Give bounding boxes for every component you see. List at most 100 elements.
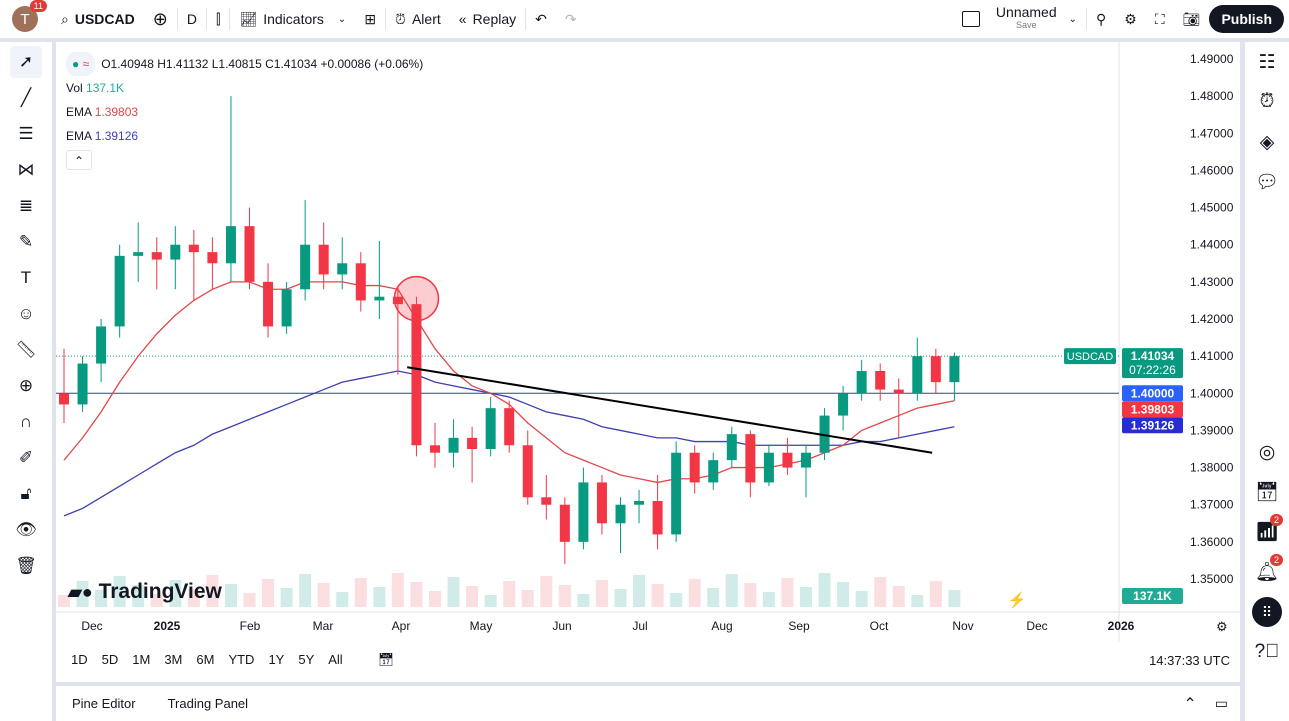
pattern-icon: ⋈	[17, 160, 35, 179]
undo-button[interactable]: ↶	[526, 0, 556, 38]
alarm-clock-icon: ⏰︎	[1259, 91, 1275, 112]
market-status[interactable]: ● ≈	[66, 52, 96, 76]
layers-button[interactable]: ◈	[1245, 122, 1289, 162]
measure-tool[interactable]: 📏︎	[10, 334, 42, 366]
interval-button[interactable]: D	[186, 11, 197, 27]
emoji-tool[interactable]: ☺	[10, 298, 42, 330]
candle-body	[801, 452, 811, 468]
candle-body	[504, 408, 515, 446]
volume-bar	[336, 592, 349, 607]
layout-button[interactable]: Unnamed Save ⌄	[953, 0, 1086, 38]
notification-badge: 11	[29, 0, 47, 12]
tab-pine-editor[interactable]: Pine Editor	[72, 696, 136, 711]
volume-bar	[762, 592, 775, 607]
tab-trading-panel[interactable]: Trading Panel	[167, 696, 249, 711]
y-tick-label: 1.40000	[1190, 386, 1234, 400]
help-button[interactable]: ?⃝	[1245, 632, 1289, 672]
brush-tool[interactable]: ✎	[10, 226, 42, 258]
pattern-tool[interactable]: ⋈	[10, 154, 42, 186]
snapshot-button[interactable]: 📷︎	[1174, 0, 1210, 38]
y-tick-label: 1.47000	[1190, 126, 1234, 140]
remove-tool[interactable]: 🗑︎	[10, 550, 42, 582]
countdown-label: 07:22:26	[1129, 363, 1176, 377]
horizontal-line-tool[interactable]: ☰	[10, 118, 42, 150]
list-icon: ☷	[1258, 51, 1276, 73]
collapse-legend-button[interactable]: ⌃	[66, 150, 92, 170]
indicators-button[interactable]: 📈︎ Indicators ⌄	[239, 10, 347, 28]
volume-bar	[948, 590, 961, 607]
calendar-icon: 📅︎	[1254, 482, 1280, 503]
cursor-icon: ➚	[18, 52, 34, 71]
templates-button[interactable]: ⊞	[355, 0, 385, 38]
symbol-search-button[interactable]: ⌕ USDCAD	[61, 10, 135, 28]
y-tick-label: 1.39000	[1190, 423, 1234, 437]
volume-bar	[447, 577, 460, 607]
collapse-panel-button[interactable]: ⌃	[1183, 695, 1197, 713]
apps-button[interactable]: ⠿	[1245, 592, 1289, 632]
x-tick-label: May	[470, 619, 493, 633]
goto-date-button[interactable]: 📅︎	[364, 648, 409, 672]
chat-button[interactable]: 💬︎	[1245, 162, 1289, 202]
text-tool[interactable]: T	[10, 262, 42, 294]
candle-body	[77, 363, 88, 405]
range-6m[interactable]: 6M	[196, 652, 215, 667]
keep-drawing-tool[interactable]: ✐	[10, 442, 42, 474]
volume-bar	[354, 578, 367, 607]
fullscreen-button[interactable]: ⛶	[1146, 0, 1174, 38]
notifications-button[interactable]: 🔔︎ 2	[1245, 552, 1289, 592]
lock-tool[interactable]: 🔓︎	[10, 478, 42, 510]
watchlist-button[interactable]: ☷	[1245, 42, 1289, 82]
volume-bar	[58, 595, 70, 607]
alarm-icon: ⏰︎	[395, 10, 406, 27]
lightning-icon: ⚡	[1008, 591, 1027, 609]
range-5d[interactable]: 5D	[101, 652, 119, 667]
range-1d[interactable]: 1D	[71, 652, 88, 667]
candle-body	[893, 389, 904, 394]
range-5y[interactable]: 5Y	[298, 652, 315, 667]
chart-pane[interactable]: 1.49000 1.48000 1.47000 1.46000 1.45000 1.440…	[56, 42, 1240, 682]
cursor-tool[interactable]: ➚	[10, 46, 42, 78]
ema-fast-price-label: 1.39803	[1131, 402, 1175, 416]
target-button[interactable]: ◎	[1245, 432, 1289, 472]
volume-bar	[577, 594, 590, 607]
price-chart[interactable]: 1.49000 1.48000 1.47000 1.46000 1.45000 1.440…	[56, 42, 1240, 642]
maximize-panel-button[interactable]: ▭	[1214, 695, 1228, 711]
range-3m[interactable]: 3M	[164, 652, 183, 667]
clock[interactable]: 14:37:33 UTC	[1149, 653, 1230, 668]
range-all[interactable]: All	[328, 652, 343, 667]
streams-button[interactable]: 📶︎ 2	[1245, 512, 1289, 552]
chart-type-button[interactable]: ⫿	[207, 0, 229, 38]
alert-button[interactable]: ⏰︎ Alert	[395, 10, 441, 28]
candle-body	[244, 226, 255, 282]
chevron-down-icon: ⌄	[337, 13, 347, 25]
y-tick-label: 1.41000	[1190, 349, 1234, 363]
magnet-tool[interactable]: ∩	[10, 406, 42, 438]
replay-button[interactable]: «Replay	[458, 11, 517, 27]
redo-button[interactable]: ↷	[556, 0, 586, 38]
zoom-tool[interactable]: ⊕	[10, 370, 42, 402]
ema-slow-price-label-bg	[1122, 417, 1183, 434]
publish-button[interactable]: Publish	[1209, 5, 1284, 33]
candle-body	[726, 434, 737, 461]
hide-tool[interactable]: 👁︎	[10, 514, 42, 546]
compare-symbol-button[interactable]: ⊕	[144, 0, 177, 38]
avatar[interactable]: T 11	[12, 0, 47, 32]
last-price-label-bg	[1122, 348, 1183, 379]
volume-bar	[725, 574, 738, 607]
range-selector: 1D 5D 1M 3M 6M YTD 1Y 5Y All 📅︎	[64, 648, 408, 672]
alerts-button[interactable]: ⏰︎	[1245, 82, 1289, 122]
quick-search-button[interactable]: ⚲	[1087, 0, 1115, 38]
range-1y[interactable]: 1Y	[268, 652, 285, 667]
range-1m[interactable]: 1M	[132, 652, 151, 667]
candle-body	[59, 393, 69, 405]
range-ytd[interactable]: YTD	[228, 652, 255, 667]
volume-bar	[187, 589, 200, 607]
calendar-button[interactable]: 📅︎	[1245, 472, 1289, 512]
trendline-tool[interactable]: ╱	[10, 82, 42, 114]
fib-tool[interactable]: ≣	[10, 190, 42, 222]
brush-icon: ✎	[18, 232, 34, 251]
settings-button[interactable]: ⚙	[1115, 0, 1146, 38]
x-tick-label: Jun	[552, 619, 571, 633]
volume-bar	[95, 590, 108, 607]
broadcast-icon: 📶︎	[1254, 522, 1280, 543]
